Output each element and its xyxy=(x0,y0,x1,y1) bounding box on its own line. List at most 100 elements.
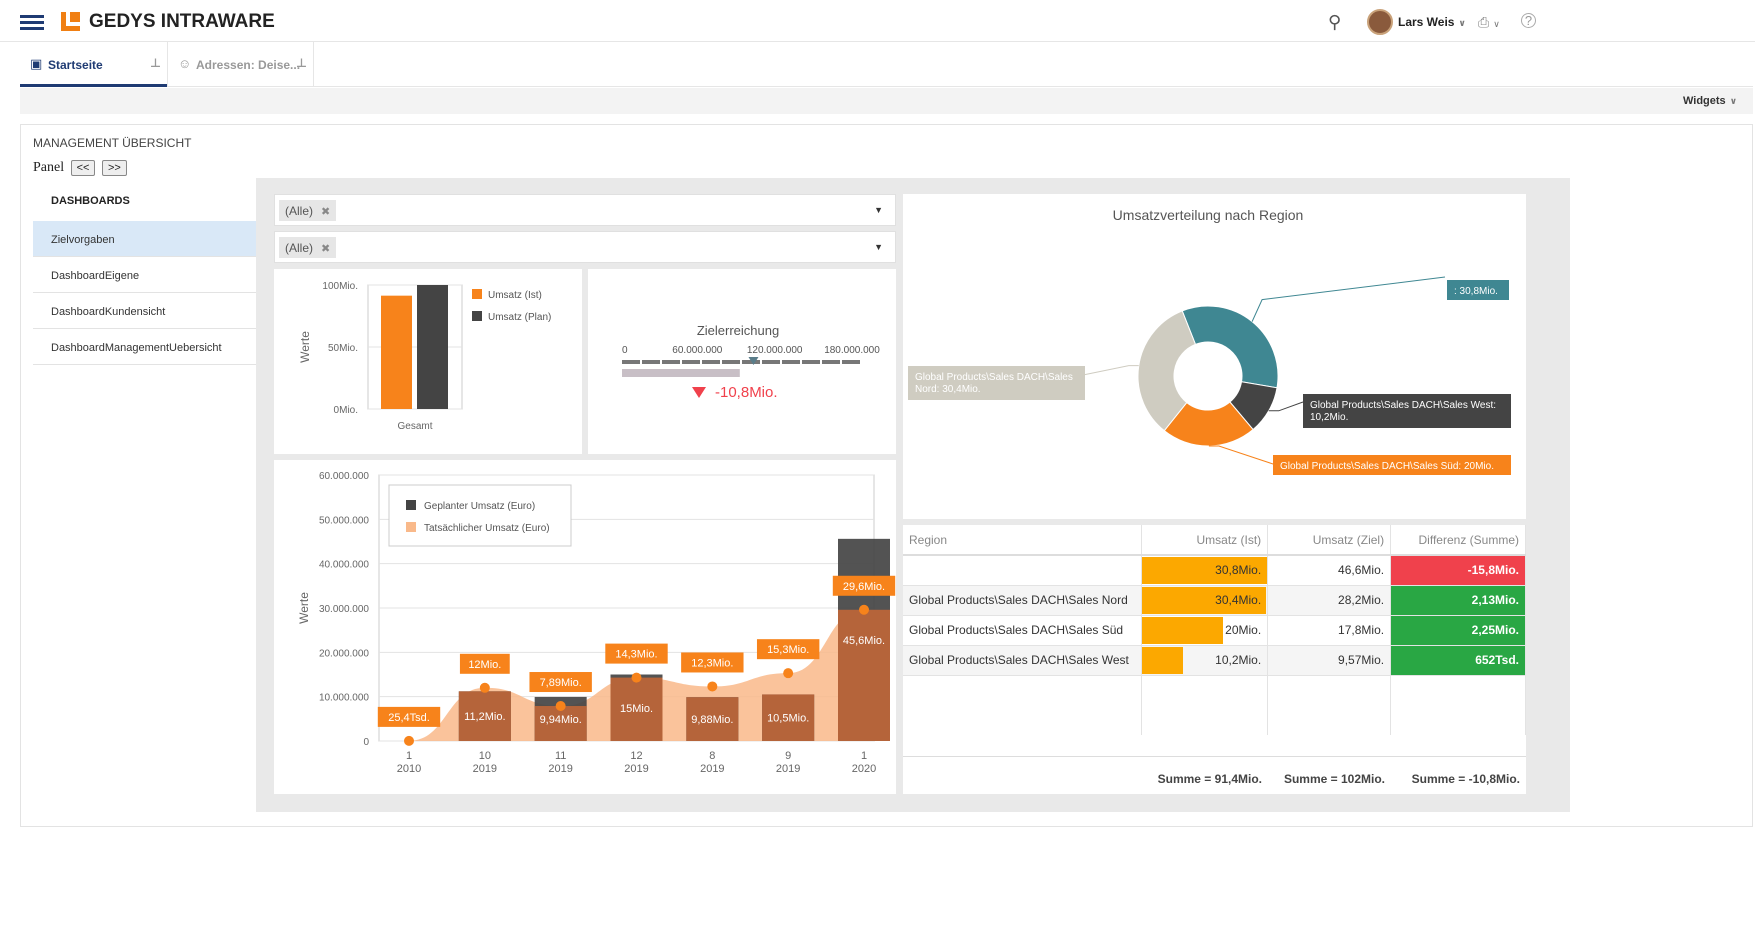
actual-point-label: 12Mio. xyxy=(468,659,501,671)
col-header-region[interactable]: Region xyxy=(903,525,1143,556)
cell-region: Global Products\Sales DACH\Sales Süd xyxy=(903,615,1143,646)
widgets-menu[interactable]: Widgets ∨ xyxy=(1683,95,1737,107)
donut-slice xyxy=(1137,310,1197,432)
home-icon: ▣ xyxy=(30,56,43,71)
slice-label: Global Products\Sales DACH\Sales Süd: 20… xyxy=(1280,461,1494,472)
gauge-scale-segment xyxy=(742,360,760,364)
chart-card-umsatz-verlauf: 0 10.000.000 20.000.000 30.000.000 40.000.00… xyxy=(274,460,896,794)
y-axis-label: Werte xyxy=(297,592,311,624)
table-row[interactable]: Global Products\Sales DACH\Sales Süd 20Mi… xyxy=(903,615,1526,646)
gauge-title: Zielerreichung xyxy=(697,323,779,338)
planned-bar-overlap xyxy=(534,706,587,741)
gauge-delta: -10,8Mio. xyxy=(715,384,778,401)
tab-label: Adressen: Deise... xyxy=(196,58,301,72)
close-icon[interactable]: ✖ xyxy=(321,206,331,218)
planned-bar-overlap xyxy=(458,691,511,741)
filter-combo-1[interactable]: (Alle) ✖ ▼ xyxy=(274,194,896,226)
leader-line xyxy=(1208,445,1274,465)
actual-point-label: 14,3Mio. xyxy=(615,649,657,661)
nav-item-dashboardkundensicht[interactable]: DashboardKundensicht xyxy=(33,293,256,329)
gauge-scale-segment xyxy=(622,360,640,364)
total-differenz: Summe = -10,8Mio. xyxy=(1411,772,1520,786)
pin-icon[interactable]: ⊥ xyxy=(296,56,307,70)
actual-point xyxy=(783,668,794,679)
pin-icon[interactable]: ⊥ xyxy=(150,56,161,70)
legend-label: Geplanter Umsatz (Euro) xyxy=(424,501,535,512)
nav-item-dashboardmanagementuebersicht[interactable]: DashboardManagementUebersicht xyxy=(33,329,256,365)
chart-title: Umsatzverteilung nach Region xyxy=(1113,207,1304,223)
planned-bar-label: 9,88Mio. xyxy=(691,714,733,726)
planned-bar-label: 15Mio. xyxy=(620,703,653,715)
filter-chip[interactable]: (Alle) ✖ xyxy=(279,200,337,221)
x-tick-label: 2019 xyxy=(473,763,497,775)
tab-label: Startseite xyxy=(48,58,103,72)
tab-startseite[interactable]: ▣ Startseite ⊥ xyxy=(20,42,167,87)
x-tick-label: 2019 xyxy=(624,763,648,775)
cell-differenz: 2,13Mio. xyxy=(1390,585,1526,616)
filter-chip[interactable]: (Alle) ✖ xyxy=(279,237,337,258)
gauge-tick-label: 60.000.000 xyxy=(672,345,722,356)
actual-point xyxy=(404,735,414,746)
actual-label-box xyxy=(832,575,896,596)
actual-point xyxy=(479,682,490,693)
avatar[interactable] xyxy=(1367,9,1393,35)
nav-header: DASHBOARDS xyxy=(51,195,130,207)
ist-bar xyxy=(1142,586,1266,614)
table-row[interactable]: Global Products\Sales DACH\Sales Nord 30,… xyxy=(903,585,1526,616)
gauge-tick-label: 180.000.000 xyxy=(824,345,880,356)
dropdown-arrow-icon[interactable]: ▼ xyxy=(874,242,883,252)
nav-item-dashboardeigene[interactable]: DashboardEigene xyxy=(33,257,256,293)
panel-label: Panel xyxy=(33,160,65,175)
cell-ist-value: 20Mio. xyxy=(1225,623,1262,637)
user-menu[interactable]: Lars Weis ∨ xyxy=(1398,15,1466,29)
chart-card-zielerreichung: Zielerreichung 0 60.000.000 120.000.000 180.… xyxy=(588,269,896,454)
gauge-scale-segment xyxy=(802,360,820,364)
table-row[interactable]: Global Products\Sales DACH\Sales West 10,… xyxy=(903,645,1526,676)
hamburger-icon[interactable] xyxy=(20,15,44,30)
actual-point-label: 7,89Mio. xyxy=(540,677,582,689)
y-tick-label: 0 xyxy=(363,737,369,748)
gauge-tick-label: 0 xyxy=(622,345,628,356)
help-icon[interactable]: ? xyxy=(1521,13,1536,28)
tab-adressen[interactable]: ☺ Adressen: Deise... ⊥ xyxy=(167,42,314,87)
y-tick-label: 30.000.000 xyxy=(319,604,369,615)
region-donut-chart: Umsatzverteilung nach Region : 30,8Mio. Gl… xyxy=(908,207,1511,475)
printer-icon[interactable]: ⎙ ∨ xyxy=(1478,14,1500,30)
panel-prev-button[interactable]: << xyxy=(70,160,96,176)
y-tick-label: 20.000.000 xyxy=(319,648,369,659)
region-grid: Region Umsatz (Ist) Umsatz (Ziel) Differ… xyxy=(903,525,1526,794)
y-tick-label: 10.000.000 xyxy=(319,693,369,704)
x-tick-label: Gesamt xyxy=(397,421,432,432)
cell-ist: 10,2Mio. xyxy=(1141,645,1269,676)
leader-line xyxy=(1251,276,1446,322)
actual-point xyxy=(859,604,869,615)
planned-bar-label: 11,2Mio. xyxy=(464,711,505,723)
actual-point xyxy=(707,681,718,692)
y-tick-label: 100Mio. xyxy=(322,281,358,292)
dashboard-frame: MANAGEMENT ÜBERSICHT Panel << >> DASHBOA… xyxy=(20,124,1753,827)
cell-ist: 20Mio. xyxy=(1141,615,1269,646)
actual-point-label: 15,3Mio. xyxy=(767,644,809,656)
actual-label-box xyxy=(681,652,744,673)
col-header-ist[interactable]: Umsatz (Ist) xyxy=(1141,525,1269,556)
panel-next-button[interactable]: >> xyxy=(101,160,127,176)
table-row[interactable]: 30,8Mio. 46,6Mio. -15,8Mio. xyxy=(903,555,1526,586)
slice-label: : 30,8Mio. xyxy=(1454,286,1498,297)
filter-combo-2[interactable]: (Alle) ✖ ▼ xyxy=(274,231,896,263)
cell-ziel: 17,8Mio. xyxy=(1267,615,1392,646)
col-header-ziel[interactable]: Umsatz (Ziel) xyxy=(1267,525,1392,556)
close-icon[interactable]: ✖ xyxy=(321,243,331,255)
search-icon[interactable]: ⚲ xyxy=(1328,12,1342,32)
planned-bar-label: 45,6Mio. xyxy=(843,635,885,647)
slice-label-box xyxy=(1303,394,1511,428)
legend-swatch xyxy=(406,522,416,532)
leader-line xyxy=(1082,365,1139,376)
nav-item-zielvorgaben[interactable]: Zielvorgaben xyxy=(33,221,256,257)
col-header-differenz[interactable]: Differenz (Summe) xyxy=(1390,525,1526,556)
actual-label-box xyxy=(605,643,668,664)
dropdown-arrow-icon[interactable]: ▼ xyxy=(874,205,883,215)
x-tick-label: 2019 xyxy=(776,763,800,775)
cell-differenz: 652Tsd. xyxy=(1390,645,1526,676)
slice-label-box xyxy=(1273,455,1511,475)
chevron-down-icon: ∨ xyxy=(1458,18,1466,28)
